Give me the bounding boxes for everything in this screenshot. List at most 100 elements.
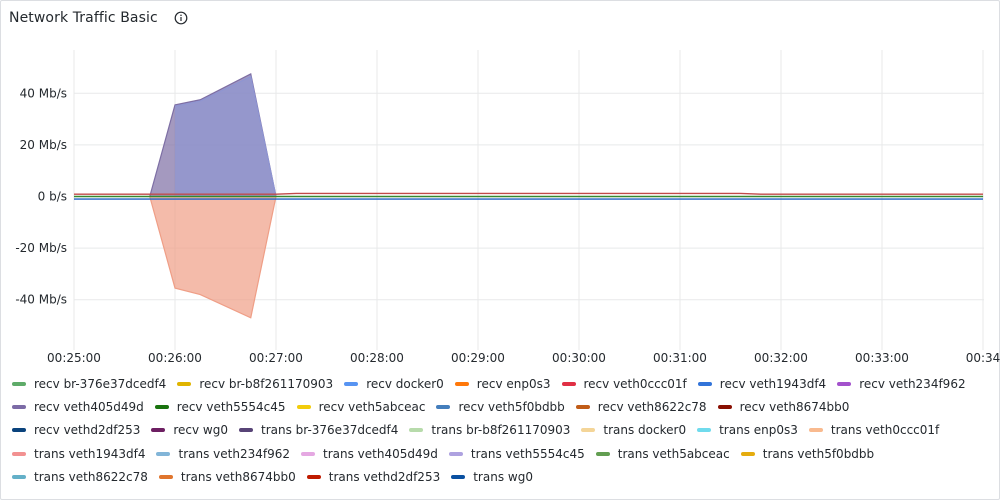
x-tick-label: 00:26:00 [148,351,202,365]
legend-swatch [177,381,192,386]
legend-label: trans veth5f0bdbb [762,446,875,461]
network-traffic-chart[interactable]: 40 Mb/s 20 Mb/s 0 b/s -20 Mb/s -40 Mb/s 00:25… [0,0,1000,370]
legend-item[interactable]: recv br-376e37dcedf4 [12,377,166,391]
legend-item[interactable]: recv br-b8f261170903 [177,377,333,391]
legend-label: trans veth234f962 [178,446,290,461]
legend-item[interactable]: trans veth234f962 [156,447,290,461]
legend-item[interactable]: recv veth5abceac [296,400,426,415]
legend-swatch [697,428,712,433]
legend-item[interactable]: recv veth8674bb0 [717,400,850,415]
legend-label: trans veth8674bb0 [180,470,296,485]
legend-label: recv veth5554c45 [176,400,286,415]
legend-label: recv br-b8f261170903 [199,376,334,391]
legend-item[interactable]: recv veth5554c45 [154,400,286,415]
legend-label: trans veth5abceac [617,446,730,461]
legend-label: recv docker0 [366,376,444,391]
legend-swatch [595,451,610,456]
legend-swatch [697,381,712,386]
x-tick-label: 00:29:00 [451,351,505,365]
legend-item[interactable]: trans veth8622c78 [12,470,148,484]
legend-swatch [12,381,26,386]
legend-label: recv veth8622c78 [597,400,707,415]
y-tick-label: 40 Mb/s [20,86,67,100]
series-line [74,192,983,195]
panel-title: Network Traffic Basic [9,10,158,26]
legend-row: recv br-376e37dcedf4 recv br-b8f261170903… [12,372,992,395]
legend-item[interactable]: recv veth0ccc01f [561,376,687,391]
legend-label: recv veth8674bb0 [739,400,850,415]
legend-swatch [740,451,755,456]
legend-label: recv veth5abceac [318,400,426,415]
legend-swatch [409,428,424,433]
x-tick-label: 00:33:00 [855,351,909,365]
legend-row: trans veth8622c78 trans veth8674bb0 trans … [12,466,992,489]
legend-item[interactable]: trans enp0s3 [697,423,798,437]
x-tick-label: 00:28:00 [350,351,404,365]
legend-label: recv vethd2df253 [34,423,141,438]
legend-item[interactable]: recv wg0 [151,423,228,437]
legend-swatch [717,405,732,410]
series-area [149,196,276,318]
legend-item[interactable]: trans veth0ccc01f [808,423,940,438]
legend-swatch [12,475,26,480]
legend-swatch [156,451,171,456]
legend-item[interactable]: trans veth5abceac [595,446,730,461]
legend-swatch [151,428,166,433]
y-tick-label: 0 b/s [38,190,67,204]
x-tick-label: 00:25:00 [47,351,101,365]
legend-label: recv wg0 [173,423,228,438]
legend-item[interactable]: recv enp0s3 [454,376,551,391]
panel-header: Network Traffic Basic [9,7,188,29]
legend-item[interactable]: recv docker0 [344,377,444,391]
series-area [175,76,276,197]
legend-row: recv vethd2df253 recv wg0 trans br-376e37d… [12,419,992,442]
series-line [174,75,277,197]
series-recv-veth0ccc01f [74,192,983,195]
legend-label: trans veth5554c45 [470,446,585,461]
legend-swatch [448,451,463,456]
legend-swatch [306,475,321,480]
legend-label: trans veth0ccc01f [830,423,940,438]
legend-label: recv veth0ccc01f [583,376,687,391]
legend-swatch [575,405,590,410]
legend-item[interactable]: trans vethd2df253 [306,470,440,484]
legend-label: trans veth405d49d [322,446,438,461]
legend-swatch [451,475,466,480]
legend-item[interactable]: trans veth1943df4 [12,447,145,461]
info-circle-icon[interactable] [174,11,188,25]
legend-item[interactable]: recv veth234f962 [837,376,966,391]
legend-label: trans veth8622c78 [34,470,148,485]
legend-item[interactable]: trans veth405d49d [300,446,438,461]
legend-item[interactable]: trans docker0 [581,423,686,437]
chart-legend: recv br-376e37dcedf4 recv br-b8f261170903… [12,372,992,489]
legend-swatch [12,428,26,433]
legend-item[interactable]: trans veth5554c45 [448,446,585,461]
legend-swatch [154,405,169,410]
series-line [149,196,277,319]
legend-item[interactable]: trans br-b8f261170903 [409,423,570,437]
legend-swatch [561,381,576,386]
legend-item[interactable]: recv veth1943df4 [697,376,827,391]
legend-label: recv veth1943df4 [719,376,827,391]
legend-item[interactable]: trans veth5f0bdbb [740,446,875,461]
y-tick-label: 20 Mb/s [20,138,67,152]
legend-item[interactable]: trans br-376e37dcedf4 [239,423,398,437]
legend-item[interactable]: trans veth8674bb0 [158,470,296,485]
legend-row: recv veth405d49d recv veth5554c45 recv vet… [12,395,992,418]
legend-swatch [296,405,311,410]
legend-swatch [12,451,26,456]
y-tick-label: -20 Mb/s [15,241,67,255]
legend-swatch [158,475,173,480]
legend-label: trans docker0 [603,423,687,438]
legend-swatch [581,428,596,433]
legend-swatch [239,428,253,433]
legend-item[interactable]: trans wg0 [451,470,533,484]
legend-swatch [454,381,469,386]
legend-label: recv enp0s3 [476,376,551,391]
legend-label: recv br-376e37dcedf4 [34,376,167,391]
legend-item[interactable]: recv vethd2df253 [12,423,140,437]
legend-item[interactable]: recv veth5f0bdbb [436,400,565,414]
legend-item[interactable]: recv veth8622c78 [575,400,707,415]
legend-label: recv veth234f962 [859,376,966,391]
legend-item[interactable]: recv veth405d49d [12,400,144,414]
